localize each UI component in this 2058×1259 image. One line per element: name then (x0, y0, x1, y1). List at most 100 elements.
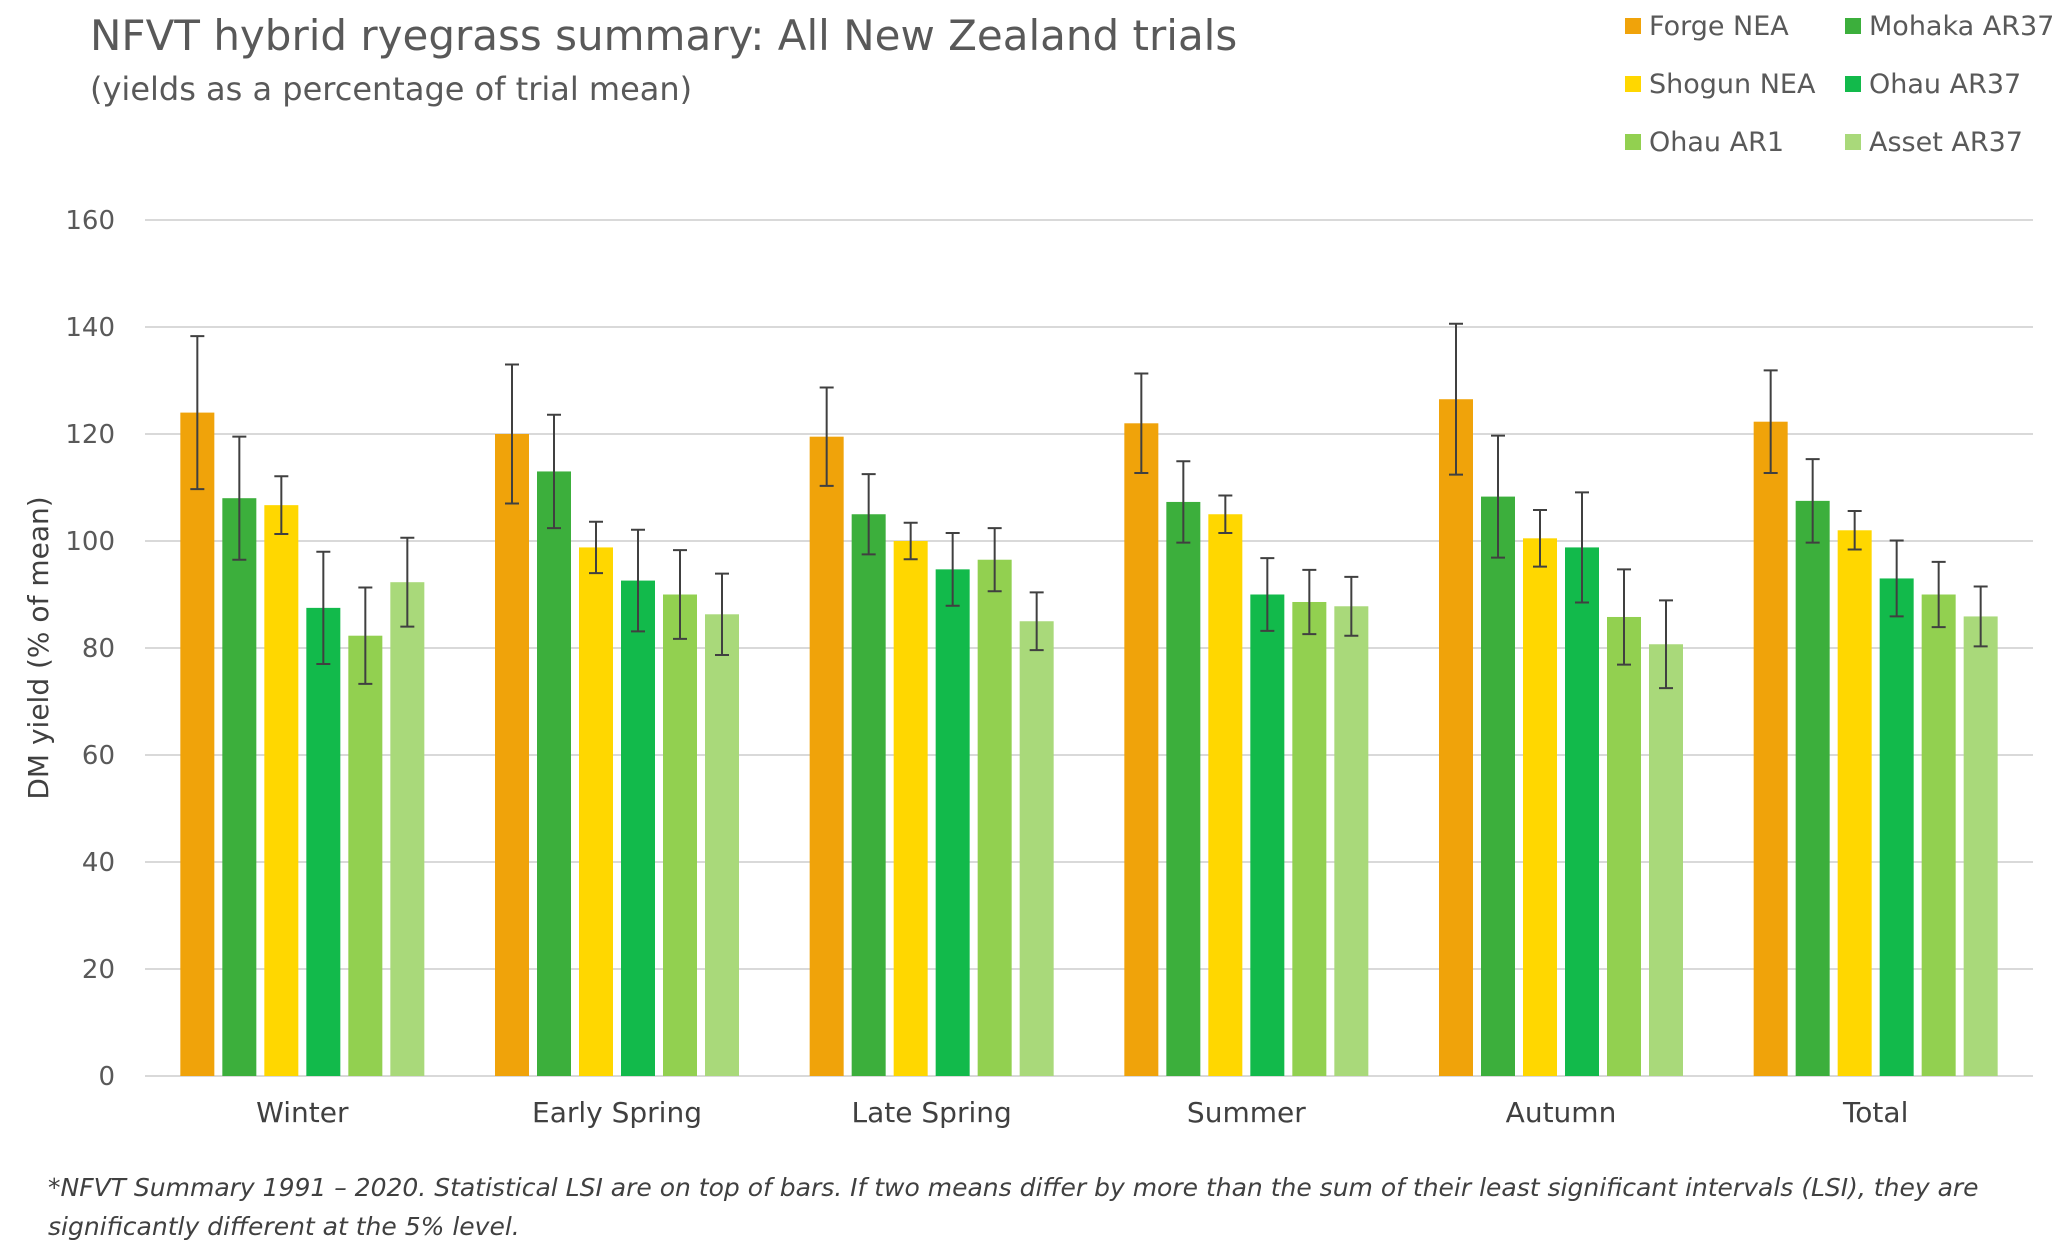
legend-label: Mohaka AR37 (1869, 11, 2054, 42)
x-tick-label: Total (1842, 1096, 1908, 1129)
error-bar (1134, 372, 1149, 475)
error-bar (1344, 575, 1359, 637)
bars (180, 399, 1998, 1077)
y-tick-label: 60 (82, 741, 115, 771)
bar (1481, 496, 1515, 1077)
bar (893, 541, 928, 1076)
bar (663, 594, 697, 1076)
error-bar (819, 386, 834, 487)
y-tick-label: 140 (65, 313, 115, 343)
error-bar (1659, 599, 1673, 690)
error-bar (358, 586, 373, 685)
bar (1649, 644, 1683, 1076)
error-bar (987, 527, 1002, 593)
bar (1753, 421, 1788, 1076)
error-bar (1931, 560, 1946, 629)
bar (1292, 601, 1327, 1076)
error-bar (1302, 568, 1317, 636)
bar (306, 607, 341, 1076)
y-tick-label: 120 (65, 420, 115, 450)
chart-title: NFVT hybrid ryegrass summary: All New Ze… (90, 11, 1237, 60)
error-bar (715, 572, 729, 656)
x-axis-labels: Winter Early Spring Late Spring Summer Autum… (256, 1096, 1908, 1129)
error-bar (1763, 369, 1778, 475)
error-bar (274, 475, 289, 536)
bar (1124, 423, 1159, 1076)
bar (579, 547, 613, 1076)
bar (621, 580, 655, 1076)
x-tick-label: Autumn (1506, 1096, 1617, 1129)
bar (180, 412, 215, 1077)
error-bar (1805, 458, 1820, 544)
bar (537, 471, 571, 1076)
bar (1565, 547, 1599, 1076)
bar (1837, 530, 1872, 1076)
error-bar (232, 435, 247, 561)
bar (977, 559, 1012, 1076)
error-bars (190, 322, 1988, 690)
legend-label: Asset AR37 (1869, 127, 2023, 158)
error-bar (1218, 494, 1233, 534)
error-bar (589, 520, 603, 575)
bar (1795, 500, 1830, 1076)
legend-swatch (1625, 134, 1641, 150)
x-tick-label: Late Spring (852, 1096, 1012, 1129)
error-bar (1889, 539, 1904, 618)
legend-swatch (1845, 134, 1861, 150)
bar (495, 434, 529, 1076)
error-bar (316, 550, 331, 666)
error-bar (903, 521, 918, 561)
error-bar (400, 536, 415, 628)
legend-swatch (1625, 18, 1641, 34)
footnote-line-1: *NFVT Summary 1991 – 2020. Statistical L… (48, 1173, 1979, 1202)
y-tick-label: 80 (82, 634, 115, 664)
gridlines (145, 219, 2033, 1077)
bar (809, 436, 844, 1076)
error-bar (1449, 322, 1463, 476)
y-axis-title: DM yield (% of mean) (22, 496, 55, 799)
x-tick-label: Early Spring (532, 1096, 702, 1129)
y-tick-label: 100 (65, 527, 115, 557)
bar (935, 569, 970, 1076)
error-bar (1533, 508, 1547, 568)
y-axis-ticks: 0 20 40 60 80 100 120 140 160 (65, 206, 115, 1092)
legend: Forge NEA Mohaka AR37 Shogun NEA Ohau AR37 O… (1625, 11, 2054, 158)
bar (1250, 594, 1285, 1076)
bar (705, 614, 739, 1076)
error-bar (861, 473, 876, 556)
bar (1523, 538, 1557, 1076)
footnote-line-2: significantly different at the 5% level. (48, 1212, 520, 1241)
legend-label: Shogun NEA (1649, 69, 1816, 100)
bar (348, 635, 383, 1076)
bar (264, 505, 299, 1076)
error-bar (1617, 568, 1631, 666)
y-tick-label: 0 (98, 1062, 115, 1092)
y-tick-label: 20 (82, 955, 115, 985)
bar (390, 582, 425, 1076)
bar (1439, 399, 1473, 1077)
error-bar (1575, 491, 1589, 604)
error-bar (1847, 510, 1862, 551)
error-bar (1260, 557, 1275, 632)
bar (1879, 578, 1914, 1076)
legend-swatch (1845, 18, 1861, 34)
x-tick-label: Winter (256, 1096, 349, 1129)
error-bar (673, 549, 687, 640)
error-bar (547, 413, 561, 530)
error-bar (190, 335, 205, 491)
error-bar (631, 528, 645, 633)
bar (1166, 501, 1201, 1076)
legend-swatch (1625, 76, 1641, 92)
legend-label: Ohau AR1 (1649, 127, 1784, 158)
x-tick-label: Summer (1187, 1096, 1306, 1129)
y-tick-label: 160 (65, 206, 115, 236)
error-bar (1029, 591, 1044, 652)
bar (1921, 594, 1956, 1076)
bar (222, 498, 257, 1076)
legend-label: Forge NEA (1649, 11, 1789, 42)
bar (1019, 621, 1054, 1076)
legend-label: Ohau AR37 (1869, 69, 2021, 100)
error-bar (505, 363, 519, 505)
error-bar (1973, 585, 1988, 648)
